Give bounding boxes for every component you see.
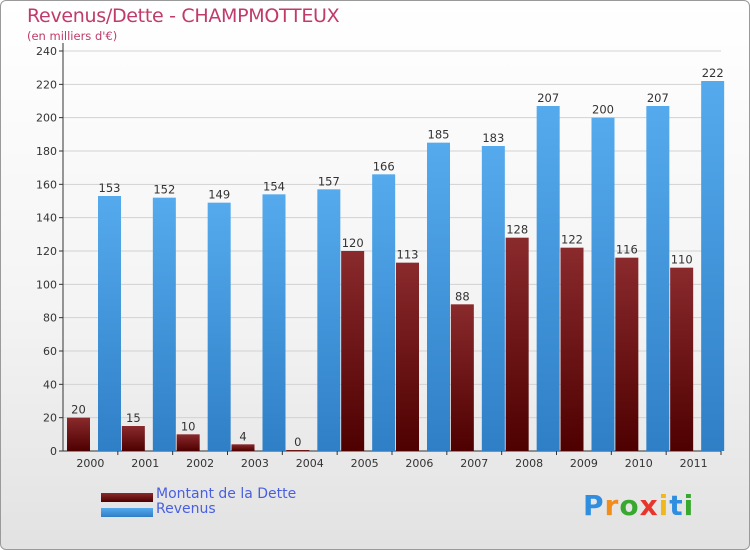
data-label-revenue: 200 [592,103,614,117]
bar-debt [505,237,529,451]
bar-debt [176,434,200,451]
data-label-revenue: 222 [702,66,724,80]
bar-debt [670,267,694,451]
y-tick-label: 80 [43,312,57,325]
logo-letter: o [619,489,640,522]
proxiti-logo: Proxiti [583,489,694,522]
bar-debt [450,304,474,451]
y-tick-label: 180 [36,145,57,158]
y-tick-label: 40 [43,378,57,391]
y-tick-label: 0 [50,445,57,458]
y-tick-label: 120 [36,245,57,258]
y-tick-label: 220 [36,78,57,91]
data-label-debt: 116 [616,243,638,257]
data-label-revenue: 154 [263,179,285,193]
data-label-revenue: 152 [153,183,175,197]
bar-revenue [701,81,725,451]
bar-debt [341,251,365,451]
x-tick-label: 2010 [625,457,653,470]
bar-revenue [591,117,615,452]
bar-revenue [262,194,286,452]
x-tick-label: 2011 [680,457,708,470]
data-label-debt: 113 [397,248,419,262]
data-label-revenue: 183 [482,131,504,145]
legend-swatch-revenue [101,508,153,517]
chart-title: Revenus/Dette - CHAMPMOTTEUX [27,5,340,27]
bar-layer [67,81,725,452]
legend-label-revenue: Revenus [156,501,216,517]
data-label-revenue: 207 [537,91,559,105]
x-tick-label: 2006 [405,457,433,470]
x-tick-label: 2003 [241,457,269,470]
bar-debt [121,426,145,451]
data-label-debt: 120 [342,236,364,250]
data-label-revenue: 185 [428,128,450,142]
bar-revenue [536,106,560,451]
x-tick-label: 2005 [351,457,379,470]
bar-revenue [207,202,231,451]
logo-letter: t [669,489,684,522]
legend-swatch-debt [101,493,153,502]
data-label-debt: 0 [294,435,301,449]
bar-revenue [98,196,121,451]
bar-debt [615,257,639,451]
y-tick-label: 240 [36,45,57,58]
bar-debt [231,444,255,451]
bar-revenue [317,189,341,452]
bar-revenue [646,106,670,451]
data-label-revenue: 207 [647,91,669,105]
x-tick-label: 2004 [296,457,324,470]
bar-debt [67,417,90,451]
data-label-debt: 122 [561,233,583,247]
x-tick-label: 2002 [186,457,214,470]
data-label-debt: 4 [239,429,246,443]
bar-revenue [481,146,505,451]
x-tick-label: 2007 [460,457,488,470]
label-layer: 20 153 15 152 10 149 4 154 0 157 120 166 113 185 88 183… [71,66,723,449]
data-label-debt: 88 [455,289,470,303]
x-tick-label: 2001 [131,457,159,470]
y-tick-label: 160 [36,178,57,191]
legend-label-debt: Montant de la Dette [156,486,297,502]
y-tick-label: 200 [36,112,57,125]
data-label-revenue: 149 [208,188,230,202]
data-label-debt: 128 [506,223,528,237]
bar-revenue [372,174,396,452]
y-tick-label: 60 [43,345,57,358]
data-label-debt: 15 [126,411,141,425]
y-tick-label: 20 [43,412,57,425]
data-label-debt: 20 [71,403,86,417]
x-tick-label: 2000 [76,457,104,470]
data-label-revenue: 153 [99,181,121,195]
logo-letter: r [604,489,620,522]
y-tick-label: 140 [36,212,57,225]
bar-debt [560,247,584,451]
logo-letter: P [583,489,605,522]
data-label-revenue: 157 [318,174,340,188]
logo-letter: x [639,489,659,522]
x-tick-label: 2009 [570,457,598,470]
bar-revenue [427,142,450,451]
data-label-debt: 110 [671,253,693,267]
data-label-debt: 10 [181,419,196,433]
bar-debt [396,262,419,451]
x-tick-label: 2008 [515,457,543,470]
bar-revenue [152,197,176,451]
y-tick-label: 100 [36,278,57,291]
logo-letter: i [683,489,695,522]
data-label-revenue: 166 [373,159,395,173]
chart-unit-label: (en milliers d'€) [27,29,118,43]
logo-letter: i [658,489,670,522]
bar-debt [286,450,310,451]
